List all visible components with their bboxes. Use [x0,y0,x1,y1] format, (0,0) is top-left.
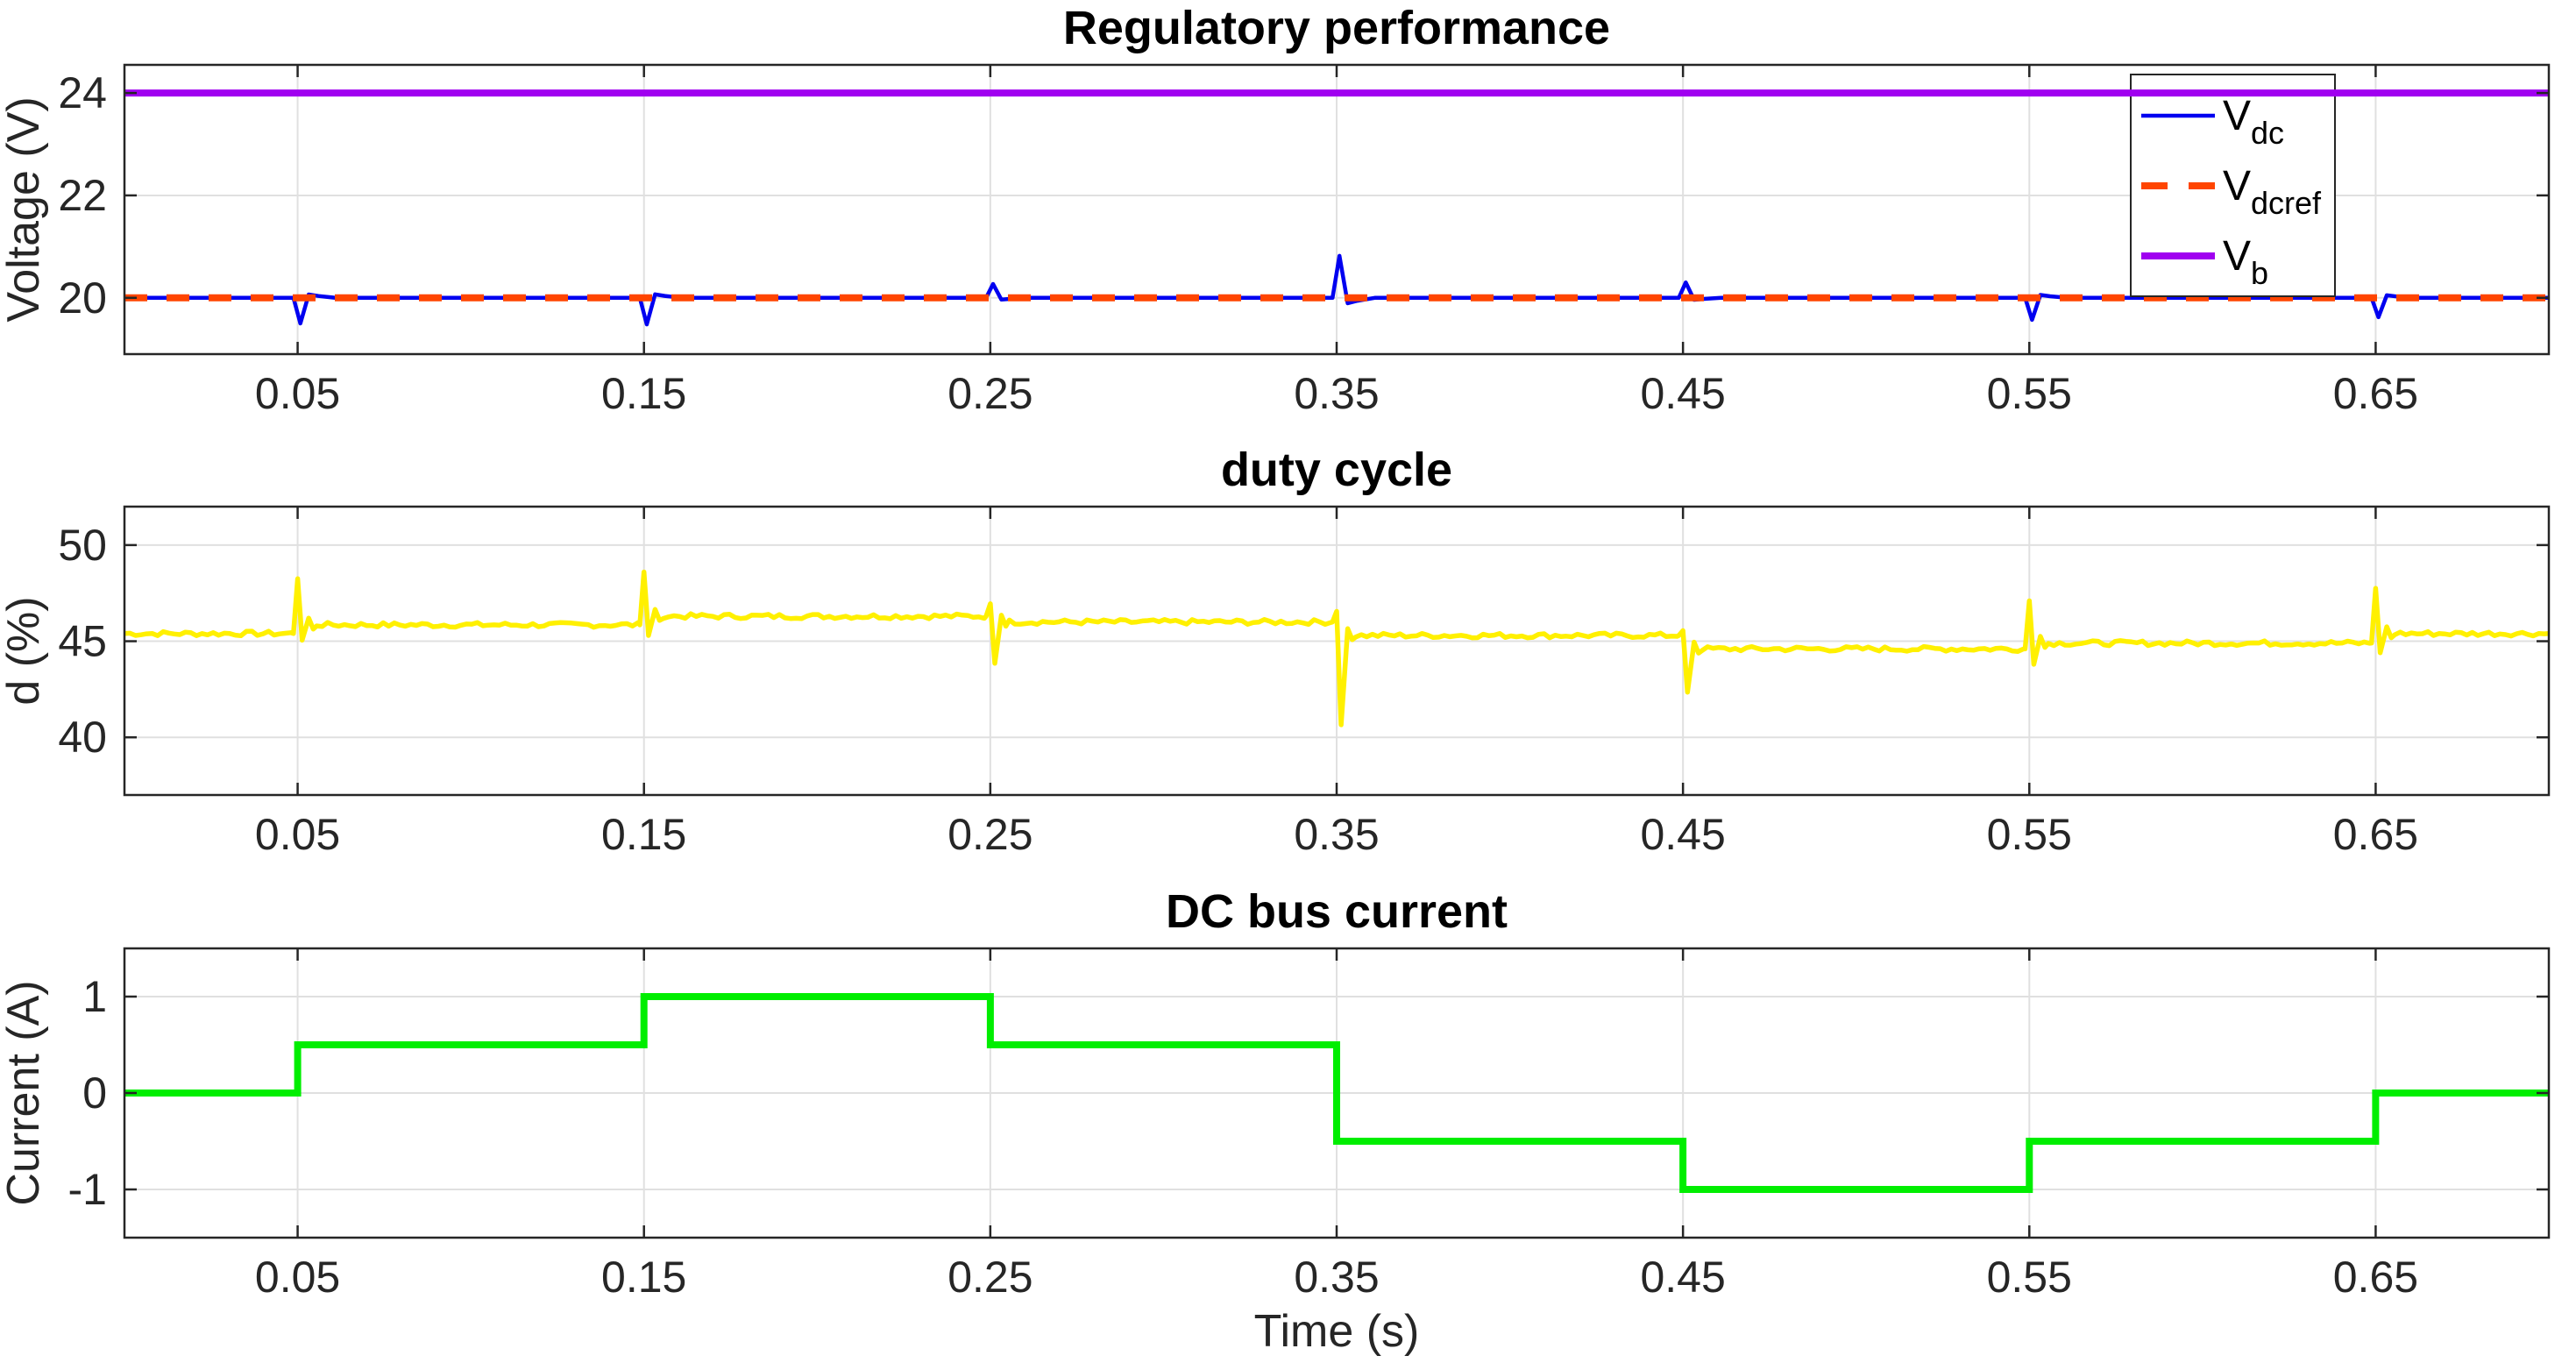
x-tick-label: 0.05 [255,1253,340,1302]
legend-label-b: Vb [2223,233,2268,291]
legend-label-dc: Vdc [2223,93,2284,151]
x-tick-label: 0.45 [1640,1253,1725,1302]
y-tick-label: 1 [82,972,107,1021]
y-tick-label: 45 [58,617,107,666]
y-axis-label-3: Current (A) [0,980,49,1205]
y-tick-label: 24 [58,68,107,117]
x-tick-label: 0.65 [2333,1253,2418,1302]
x-tick-label: 0.35 [1294,810,1379,859]
y-tick-label: 22 [58,171,107,220]
x-tick-label: 0.15 [601,810,686,859]
legend-label-main: V [2223,163,2251,209]
y-axis-label-1: Voltage (V) [0,96,49,322]
y-tick-label: 40 [58,713,107,762]
x-tick-label: 0.45 [1640,369,1725,418]
x-tick-label: 0.45 [1640,810,1725,859]
chart-title-3: DC bus current [1166,885,1508,938]
series-duty-cycle [124,569,2550,728]
x-tick-label: 0.55 [1987,810,2072,859]
x-tick-label: 0.65 [2333,369,2418,418]
x-tick-label: 0.05 [255,369,340,418]
subplot-3: 0.05 0.15 0.25 0.35 0.45 0.55 0.65 -1 0 1 DC bus c… [0,885,2551,1357]
x-tick-label: 0.35 [1294,1253,1379,1302]
legend-label-main: V [2223,93,2251,139]
x-tick-label: 0.65 [2333,810,2418,859]
legend-label-main: V [2223,233,2251,280]
x-tick-label: 0.15 [601,369,686,418]
x-tick-label: 0.55 [1987,1253,2072,1302]
x-axis-label: Time (s) [1254,1306,1420,1357]
x-tick-label: 0.55 [1987,369,2072,418]
y-tick-label: 50 [58,521,107,570]
y-tick-label: 0 [82,1068,107,1118]
y-axis-label-2: d (%) [0,596,49,705]
x-tick-label: 0.25 [947,1253,1033,1302]
x-tick-label: 0.25 [947,810,1033,859]
chart-title-2: duty cycle [1221,444,1452,496]
legend-label-subscript: dc [2251,115,2284,151]
chart-title-1: Regulatory performance [1063,2,1610,54]
x-tick-label: 0.05 [255,810,340,859]
y-tick-label: 20 [58,273,107,323]
x-tick-label: 0.35 [1294,369,1379,418]
legend-label-subscript: dcref [2251,185,2322,221]
subplot-2: 0.05 0.15 0.25 0.35 0.45 0.55 0.65 40 45 50 duty c… [0,444,2551,859]
legend-label-subscript: b [2251,255,2268,291]
series-dc-bus-current [124,993,2549,1193]
legend-label-dcref: Vdcref [2223,163,2322,221]
y-tick-label: -1 [68,1165,107,1214]
x-tick-label: 0.25 [947,369,1033,418]
x-tick-label: 0.15 [601,1253,686,1302]
